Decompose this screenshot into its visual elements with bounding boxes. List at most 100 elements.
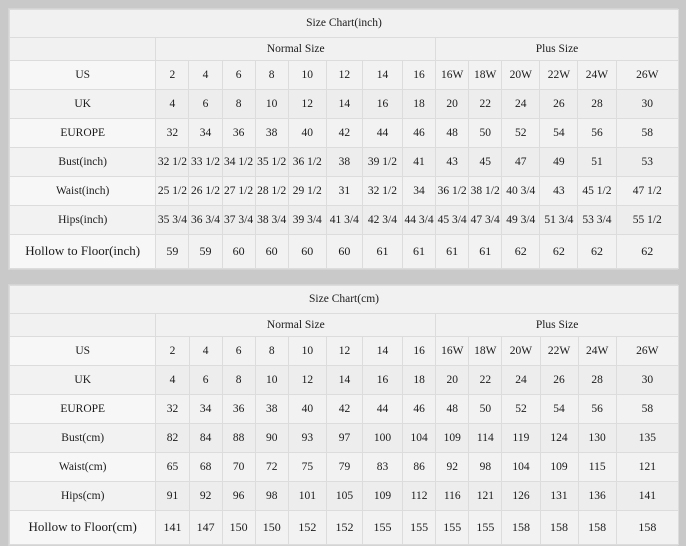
group-header-spacer [8,313,157,337]
table-cell: 42 3/4 [361,205,404,235]
table-cell: 115 [577,452,617,482]
size-chart-block: Size Chart(inch) Normal Size Plus Size US 2 4… [8,8,680,270]
table-cell: 6 [221,60,256,90]
table-cell: 32 1/2 [361,176,404,206]
table-cell: 52 [501,394,541,424]
table-cell: 4 [155,365,190,395]
table-cell: 10 [287,60,327,90]
table-cell: 35 1/2 [254,147,289,177]
table-row: Waist(cm) 65 68 70 72 75 79 83 86 92 98 104 109 115 12… [8,452,680,482]
group-header-row: Normal Size Plus Size [8,37,679,61]
table-cell: 158 [539,510,579,545]
table-row: Hips(cm) 91 92 96 98 101 105 109 112 116 121 126 131… [8,481,680,511]
table-cell: 59 [188,234,223,269]
table-cell: 14 [325,89,363,119]
table-cell: 62 [577,234,617,269]
table-cell: 83 [361,452,404,482]
table-cell: 104 [501,452,541,482]
group-header-spacer [8,37,157,61]
table-cell: 61 [435,234,470,269]
table-row: EUROPE 32 34 36 38 40 42 44 46 48 50 52 54 56 58 [8,394,680,424]
table-cell: 147 [188,510,223,545]
table-cell: 10 [254,89,289,119]
table-cell: 47 3/4 [468,205,503,235]
table-cell: 24W [577,60,617,90]
table-cell: 6 [188,365,223,395]
chart-title-row: Size Chart(cm) [9,285,679,314]
table-cell: 46 [401,118,437,148]
table-cell: 152 [325,510,364,545]
table-cell: 22 [468,365,503,395]
table-cell: 20 [435,89,470,119]
table-cell: 48 [435,118,470,148]
table-cell: 98 [254,481,289,511]
table-cell: 141 [615,481,680,511]
table-cell: 40 3/4 [501,176,541,206]
table-cell: 45 [468,147,503,177]
size-chart-page: Size Chart(inch) Normal Size Plus Size US 2 4… [8,8,680,546]
table-cell: 36 1/2 [435,176,470,206]
table-cell: 42 [325,118,363,148]
size-chart-table: Size Chart(cm) Normal Size Plus Size US 2 4 6 8… [8,285,680,545]
table-cell: 68 [188,452,223,482]
table-cell: 60 [254,234,289,269]
table-cell: 91 [155,481,190,511]
table-cell: 36 [221,118,256,148]
table-cell: 20W [501,336,541,366]
row-label: Hollow to Floor(inch) [8,234,157,269]
table-cell: 26W [615,60,680,90]
table-cell: 72 [254,452,289,482]
table-cell: 20 [435,365,470,395]
row-label: Hips(cm) [8,481,157,511]
table-cell: 155 [361,510,404,545]
row-label: EUROPE [8,394,157,424]
table-cell: 4 [155,89,190,119]
table-cell: 56 [577,118,617,148]
table-cell: 44 3/4 [401,205,437,235]
table-cell: 34 [188,118,223,148]
table-row: EUROPE 32 34 36 38 40 42 44 46 48 50 52 54 56 58 [8,118,680,148]
row-label: Bust(cm) [8,423,157,453]
table-cell: 100 [361,423,404,453]
table-cell: 158 [615,510,680,545]
table-cell: 136 [577,481,617,511]
table-cell: 44 [361,118,404,148]
table-cell: 41 [401,147,437,177]
table-cell: 26 [539,365,579,395]
table-cell: 109 [435,423,470,453]
table-cell: 8 [254,336,289,366]
table-row: UK 4 6 8 10 12 14 16 18 20 22 24 26 28 30 [8,89,680,119]
table-cell: 121 [468,481,503,511]
table-cell: 32 1/2 [155,147,190,177]
table-cell: 16 [361,89,404,119]
group-header-plus-size: Plus Size [435,37,679,61]
table-cell: 82 [155,423,190,453]
table-cell: 36 3/4 [188,205,223,235]
table-cell: 54 [539,394,579,424]
table-cell: 92 [188,481,223,511]
table-cell: 92 [435,452,470,482]
table-cell: 18 [402,365,437,395]
table-cell: 44 [361,394,404,424]
table-cell: 60 [287,234,327,269]
table-cell: 6 [221,336,256,366]
table-cell: 48 [435,394,470,424]
table-cell: 61 [401,234,437,269]
table-row: Waist(inch) 25 1/2 26 1/2 27 1/2 28 1/2 29 1/… [8,176,680,206]
table-cell: 34 1/2 [221,147,256,177]
table-cell: 28 [577,89,617,119]
table-cell: 18W [468,60,503,90]
table-cell: 60 [221,234,256,269]
row-label: US [8,336,157,366]
table-cell: 14 [325,365,364,395]
table-cell: 38 3/4 [254,205,289,235]
table-cell: 50 [468,118,503,148]
row-label: UK [8,89,157,119]
table-cell: 39 1/2 [361,147,404,177]
table-cell: 88 [221,423,256,453]
size-chart-table: Size Chart(inch) Normal Size Plus Size US 2 4… [8,9,680,269]
table-cell: 38 [325,147,363,177]
table-cell: 126 [501,481,541,511]
table-cell: 155 [435,510,470,545]
table-cell: 49 [539,147,579,177]
